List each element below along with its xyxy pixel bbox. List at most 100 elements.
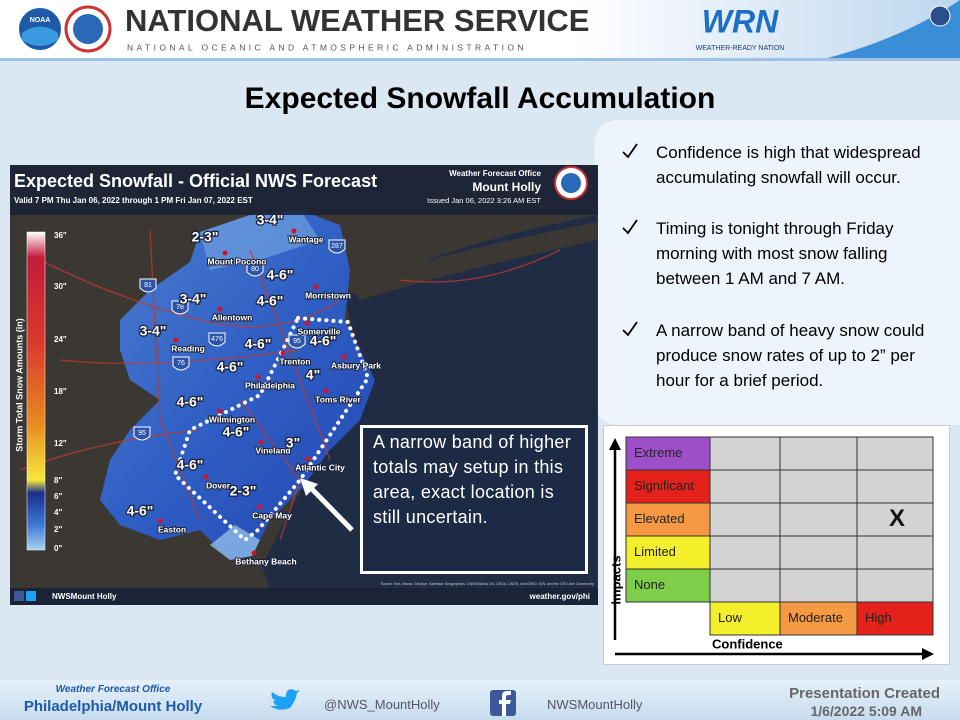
bullet-text: Confidence is high that widespread accum… xyxy=(656,143,921,187)
highway-label: 76 xyxy=(177,360,185,367)
confidence-arrowhead xyxy=(922,648,934,660)
place-label: Philadelphia xyxy=(245,380,295,390)
highway-label: 80 xyxy=(251,266,259,273)
place-label: Allentown xyxy=(212,312,253,322)
legend-tick-label: 0" xyxy=(54,544,62,553)
legend-tick-label: 24" xyxy=(54,335,67,344)
bullet-text: A narrow band of heavy snow could produc… xyxy=(656,321,925,390)
highway-shield xyxy=(288,334,306,349)
map-office-name: Mount Holly xyxy=(472,180,541,194)
highway-shield xyxy=(171,300,189,315)
heavy-band-outline xyxy=(172,315,371,543)
place-label: Cape May xyxy=(252,510,292,520)
twitter-icon xyxy=(270,689,300,710)
amount-label: 4-6" xyxy=(245,336,272,352)
amount-label: 4-6" xyxy=(310,333,337,349)
matrix-cell xyxy=(779,535,858,570)
callout-arrow xyxy=(306,483,354,532)
city-dot xyxy=(251,550,257,556)
bullet-panel xyxy=(595,120,960,425)
highway-label: 476 xyxy=(211,336,223,343)
legend-tick-label: 30" xyxy=(54,282,67,291)
highway-label: 287 xyxy=(331,243,343,250)
matrix-cell xyxy=(856,436,934,471)
header-subtitle: NATIONAL OCEANIC AND ATMOSPHERIC ADMINIS… xyxy=(127,42,527,52)
place-label: Trenton xyxy=(279,356,310,366)
map-title: Expected Snowfall - Official NWS Forecas… xyxy=(14,171,377,191)
amount-label: 4-6" xyxy=(177,457,204,473)
city-dot xyxy=(217,306,223,312)
map-source: Source: Esri, Maxar, GeoEye, Earthstar G… xyxy=(381,582,595,586)
amount-label: 3" xyxy=(286,435,300,451)
matrix-cell xyxy=(709,436,781,471)
callout-arrowhead xyxy=(300,478,318,496)
impacts-arrowhead xyxy=(609,438,621,450)
place-label: Toms River xyxy=(315,394,361,404)
impact-label: Extreme xyxy=(634,445,682,460)
legend-tick-label: 6" xyxy=(54,492,62,501)
map-social: NWSMount Holly xyxy=(52,592,117,601)
forecast-area-light xyxy=(200,210,320,270)
facebook-glyph xyxy=(499,691,511,716)
impact-level xyxy=(625,568,711,603)
city-dot xyxy=(203,474,209,480)
place-label: Atlantic City xyxy=(295,462,345,472)
wrn-logo: WRN xyxy=(702,3,779,39)
amount-label: 2-3" xyxy=(230,483,257,499)
impact-label: Significant xyxy=(634,478,694,493)
confidence-label: Moderate xyxy=(788,610,843,625)
impact-label: Limited xyxy=(634,544,676,559)
highway-shield xyxy=(172,356,190,371)
forecast-area xyxy=(100,210,375,560)
legend-tick-label: 12" xyxy=(54,439,67,448)
map-office: Weather Forecast Office xyxy=(449,169,541,178)
matrix-cell xyxy=(856,502,934,537)
place-label: Dover xyxy=(206,480,231,490)
map-header xyxy=(10,165,598,215)
place-label: Asbury Park xyxy=(331,360,381,370)
city-dot xyxy=(291,228,297,234)
legend-colorbar xyxy=(26,231,46,551)
nws-logo-center xyxy=(73,14,103,44)
amount-label: 4-6" xyxy=(127,503,154,519)
city-dot xyxy=(257,504,263,510)
impact-level xyxy=(625,469,711,504)
city-dot xyxy=(313,284,319,290)
place-label: Morristown xyxy=(305,290,351,300)
risk-marker: X xyxy=(889,505,905,532)
footer-facebook: NWSMountHolly xyxy=(547,697,643,712)
matrix-cell xyxy=(779,502,858,537)
highway-shield xyxy=(328,239,346,254)
noaa-logo-wave xyxy=(22,26,58,46)
map-footer xyxy=(10,588,598,605)
place-label: Easton xyxy=(158,524,186,534)
map-issued: Issued Jan 06, 2022 3:26 AM EST xyxy=(427,196,541,205)
highway-shield xyxy=(246,262,264,277)
legend-title: Storm Total Snow Amounts (in) xyxy=(14,318,24,452)
impact-level xyxy=(625,535,711,570)
map-roads xyxy=(19,229,561,541)
place-label: Somerville xyxy=(298,326,341,336)
matrix-cell xyxy=(779,436,858,471)
footer-created-date: 1/6/2022 5:09 AM xyxy=(810,703,922,719)
city-dot xyxy=(341,354,347,360)
confidence-level xyxy=(709,601,781,636)
amount-label: 4-6" xyxy=(223,424,250,440)
highway-shield xyxy=(208,332,226,347)
impact-level xyxy=(625,436,711,471)
callout-box: A narrow band of higher totals may setup… xyxy=(360,425,588,574)
footer-twitter: @NWS_MountHolly xyxy=(324,697,440,712)
wrn-tagline: WEATHER-READY NATION xyxy=(696,45,785,52)
map-url: weather.gov/phi xyxy=(529,592,590,601)
matrix-cell xyxy=(779,568,858,603)
place-label: Reading xyxy=(171,343,205,353)
city-dot xyxy=(323,388,329,394)
matrix-cell xyxy=(856,535,934,570)
map-tw-icon xyxy=(26,591,36,601)
header-title: NATIONAL WEATHER SERVICE xyxy=(125,3,589,38)
place-label: Mount Pocono xyxy=(207,256,266,266)
confidence-axis-label: Confidence xyxy=(712,636,783,651)
impacts-axis-label: Impacts xyxy=(608,555,623,604)
